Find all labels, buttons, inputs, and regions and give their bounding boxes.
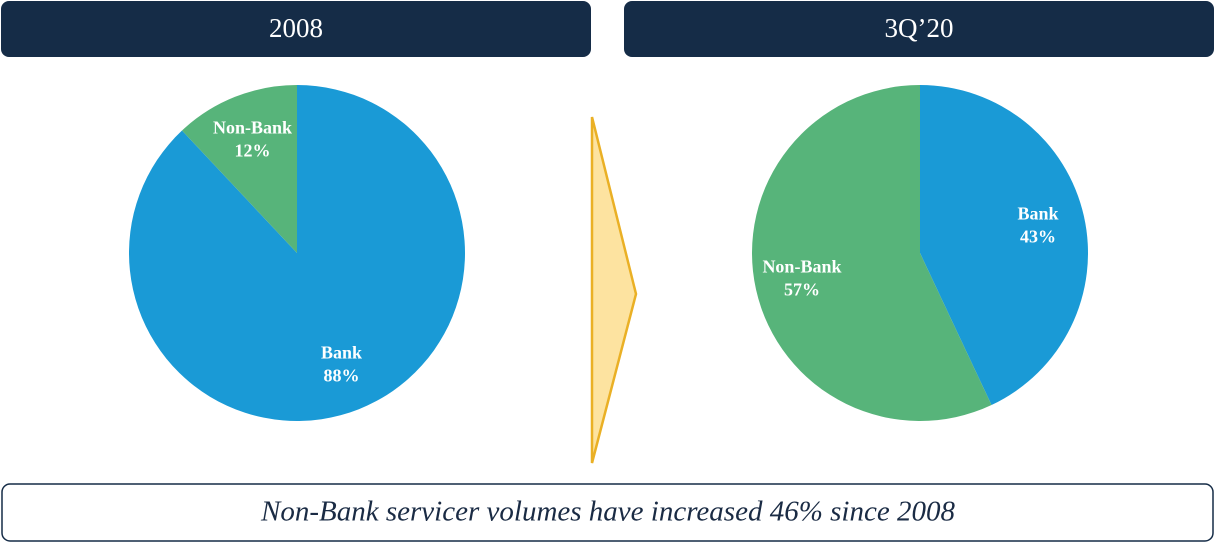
slice-category: Non-Bank xyxy=(762,257,841,277)
header-bar xyxy=(624,1,1214,57)
header-bar xyxy=(1,1,591,57)
slice-category: Bank xyxy=(1018,204,1059,224)
slice-value-label: 43% xyxy=(1020,227,1056,247)
slice-category: Non-Bank xyxy=(213,118,292,138)
slice-value-label: 57% xyxy=(784,280,820,300)
slice-category: Bank xyxy=(321,343,362,363)
pie-slice xyxy=(181,85,297,253)
footnote: Non-Bank servicer volumes have increased… xyxy=(260,496,955,528)
chart-title: 3Q’20 xyxy=(885,13,954,43)
chart-title: 2008 xyxy=(269,13,323,43)
pie-slice xyxy=(751,85,992,422)
footnote-box xyxy=(1,483,1214,542)
pie-slice xyxy=(920,85,1089,406)
arrow xyxy=(590,116,638,464)
slice-value-label: 12% xyxy=(234,141,270,161)
slice-value-label: 88% xyxy=(324,366,360,386)
